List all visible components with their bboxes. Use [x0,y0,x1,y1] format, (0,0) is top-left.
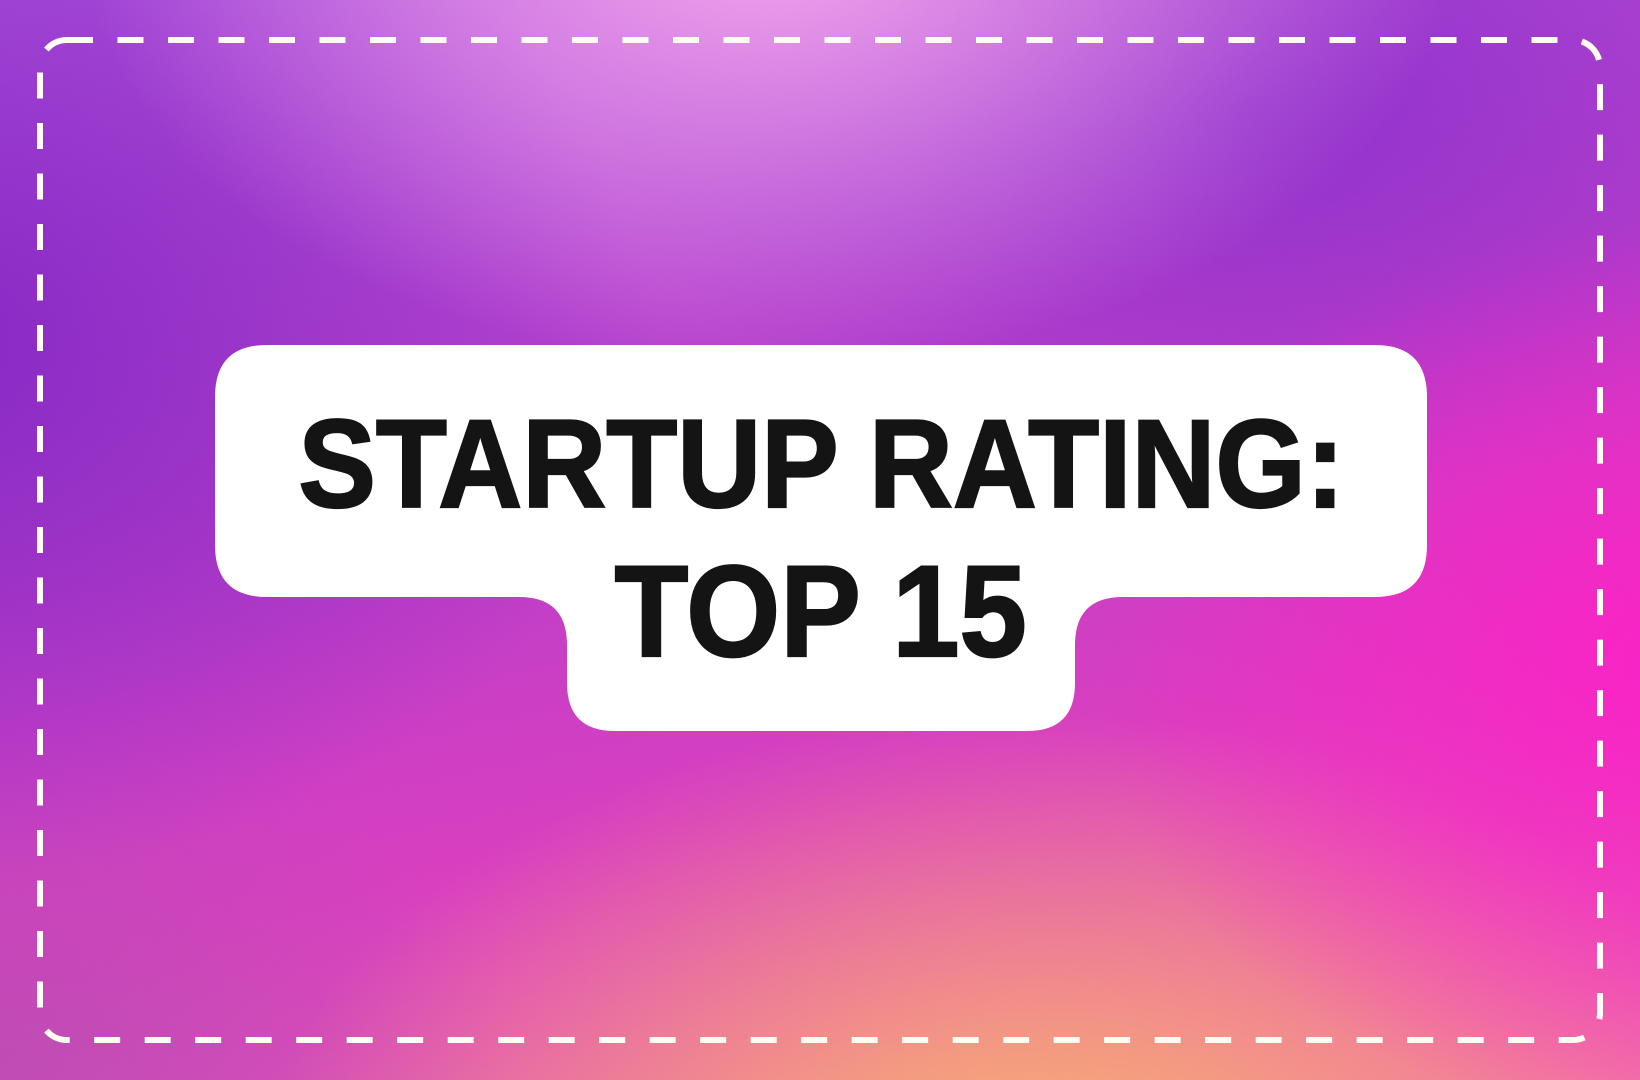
title-card-shape [215,345,1427,731]
dashed-border-frame [37,37,1603,1043]
